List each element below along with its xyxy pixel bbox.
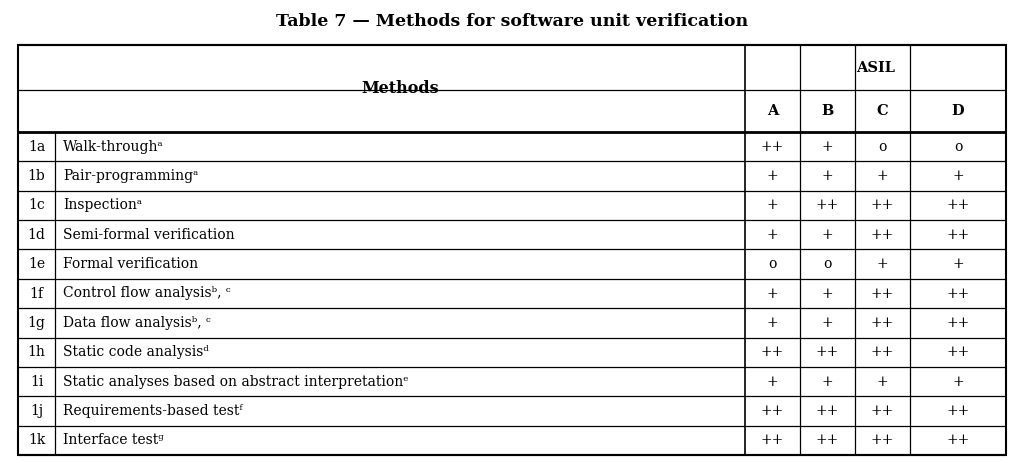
Text: 1c: 1c: [28, 198, 45, 213]
Text: ++: ++: [816, 198, 839, 213]
Text: Interface testᵍ: Interface testᵍ: [63, 433, 164, 447]
Text: 1e: 1e: [28, 257, 45, 271]
Text: o: o: [953, 140, 963, 154]
Text: 1j: 1j: [30, 404, 43, 418]
Text: +: +: [767, 169, 778, 183]
Text: ++: ++: [870, 404, 894, 418]
Text: ASIL: ASIL: [856, 61, 895, 74]
Text: 1k: 1k: [28, 433, 45, 447]
Text: 1i: 1i: [30, 375, 43, 389]
Text: ++: ++: [761, 404, 784, 418]
Text: 1b: 1b: [28, 169, 45, 183]
Text: o: o: [768, 257, 776, 271]
Text: +: +: [767, 198, 778, 213]
Text: ++: ++: [761, 433, 784, 447]
Text: Table 7 — Methods for software unit verification: Table 7 — Methods for software unit veri…: [275, 13, 749, 30]
Text: Formal verification: Formal verification: [63, 257, 198, 271]
Text: ++: ++: [870, 198, 894, 213]
Text: Data flow analysisᵇ, ᶜ: Data flow analysisᵇ, ᶜ: [63, 316, 211, 330]
Text: ++: ++: [870, 433, 894, 447]
Bar: [18, 45, 1006, 455]
Text: ++: ++: [761, 140, 784, 154]
Text: Inspectionᵃ: Inspectionᵃ: [63, 198, 142, 213]
Text: Static code analysisᵈ: Static code analysisᵈ: [63, 345, 209, 359]
Text: +: +: [821, 140, 834, 154]
Text: ++: ++: [761, 345, 784, 359]
Text: +: +: [767, 375, 778, 389]
Text: +: +: [877, 257, 888, 271]
Text: ++: ++: [946, 286, 970, 300]
Text: Static analyses based on abstract interpretationᵉ: Static analyses based on abstract interp…: [63, 375, 409, 389]
Text: ++: ++: [946, 433, 970, 447]
Text: C: C: [877, 104, 888, 118]
Text: Methods: Methods: [361, 80, 439, 97]
Text: ++: ++: [870, 345, 894, 359]
Text: +: +: [952, 257, 964, 271]
Text: ++: ++: [946, 345, 970, 359]
Text: +: +: [767, 228, 778, 242]
Text: A: A: [767, 104, 778, 118]
Text: Requirements-based testᶠ: Requirements-based testᶠ: [63, 404, 243, 418]
Text: +: +: [767, 316, 778, 330]
Text: o: o: [879, 140, 887, 154]
Text: +: +: [821, 169, 834, 183]
Text: +: +: [821, 375, 834, 389]
Text: ++: ++: [870, 286, 894, 300]
Text: ++: ++: [946, 404, 970, 418]
Text: +: +: [821, 286, 834, 300]
Text: Walk-throughᵃ: Walk-throughᵃ: [63, 140, 164, 154]
Text: ++: ++: [816, 433, 839, 447]
Text: +: +: [952, 169, 964, 183]
Text: +: +: [877, 169, 888, 183]
Text: +: +: [767, 286, 778, 300]
Text: 1a: 1a: [28, 140, 45, 154]
Text: ++: ++: [870, 228, 894, 242]
Text: D: D: [951, 104, 965, 118]
Text: ++: ++: [946, 198, 970, 213]
Text: 1d: 1d: [28, 228, 45, 242]
Text: 1g: 1g: [28, 316, 45, 330]
Text: Semi-formal verification: Semi-formal verification: [63, 228, 234, 242]
Text: ++: ++: [946, 316, 970, 330]
Text: ++: ++: [870, 316, 894, 330]
Text: ++: ++: [816, 404, 839, 418]
Text: o: o: [823, 257, 831, 271]
Text: Control flow analysisᵇ, ᶜ: Control flow analysisᵇ, ᶜ: [63, 286, 230, 300]
Text: Pair-programmingᵃ: Pair-programmingᵃ: [63, 169, 199, 183]
Text: +: +: [877, 375, 888, 389]
Text: 1f: 1f: [30, 286, 43, 300]
Text: 1h: 1h: [28, 345, 45, 359]
Text: B: B: [821, 104, 834, 118]
Text: ++: ++: [816, 345, 839, 359]
Text: ++: ++: [946, 228, 970, 242]
Text: +: +: [952, 375, 964, 389]
Text: +: +: [821, 316, 834, 330]
Text: +: +: [821, 228, 834, 242]
